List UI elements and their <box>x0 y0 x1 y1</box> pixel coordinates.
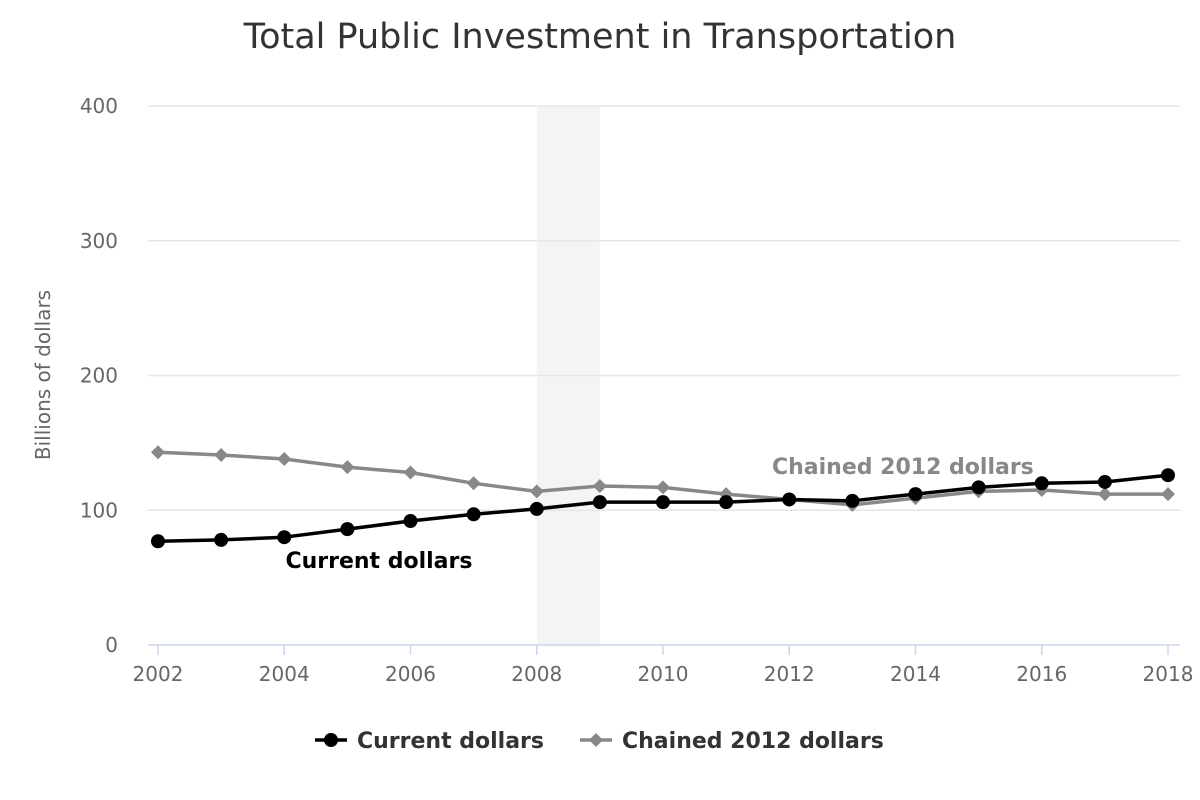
y-tick-label: 200 <box>80 364 118 388</box>
legend-label-chained-2012-dollars: Chained 2012 dollars <box>622 729 884 754</box>
y-axis-title: Billions of dollars <box>31 290 55 460</box>
x-tick-label: 2014 <box>890 662 941 686</box>
data-point-current-dollars[interactable] <box>656 495 670 510</box>
x-tick-label: 2018 <box>1143 662 1194 686</box>
x-tick-label: 2016 <box>1016 662 1067 686</box>
series-annotation-current-dollars: Current dollars <box>285 549 472 574</box>
data-point-chained-2012-dollars[interactable] <box>151 445 165 460</box>
data-point-chained-2012-dollars[interactable] <box>592 478 607 493</box>
data-point-current-dollars[interactable] <box>592 495 607 510</box>
data-point-current-dollars[interactable] <box>1034 476 1049 491</box>
data-point-chained-2012-dollars[interactable] <box>466 476 481 491</box>
legend[interactable]: Current dollars Chained 2012 dollars <box>315 729 884 754</box>
data-point-chained-2012-dollars[interactable] <box>656 480 670 495</box>
y-tick-label: 100 <box>80 498 118 522</box>
y-tick-label: 400 <box>80 94 118 118</box>
plot-area: 0 100 200 300 400 2002 2004 2006 2008 2010 2012 201… <box>80 94 1194 686</box>
series-annotation-chained-2012-dollars: Chained 2012 dollars <box>772 455 1034 480</box>
chart-title: Total Public Investment in Transportatio… <box>243 17 957 57</box>
data-point-chained-2012-dollars[interactable] <box>340 460 355 475</box>
data-point-current-dollars[interactable] <box>782 492 797 507</box>
data-point-chained-2012-dollars[interactable] <box>1097 487 1112 502</box>
legend-marker-chained-2012-dollars <box>589 733 603 747</box>
x-tick-label: 2004 <box>259 662 310 686</box>
legend-item-chained-2012-dollars[interactable]: Chained 2012 dollars <box>580 729 884 754</box>
data-point-chained-2012-dollars[interactable] <box>403 465 418 480</box>
x-tick-label: 2006 <box>385 662 436 686</box>
x-tick-label: 2002 <box>133 662 184 686</box>
data-point-current-dollars[interactable] <box>845 493 860 508</box>
legend-item-current-dollars[interactable]: Current dollars <box>315 729 544 754</box>
x-tick-label: 2008 <box>511 662 562 686</box>
data-point-current-dollars[interactable] <box>403 514 418 529</box>
x-tick-label: 2012 <box>764 662 815 686</box>
data-point-current-dollars[interactable] <box>529 501 544 516</box>
legend-label-current-dollars: Current dollars <box>357 729 544 754</box>
legend-marker-current-dollars <box>324 733 338 747</box>
data-point-current-dollars[interactable] <box>151 534 165 549</box>
data-point-current-dollars[interactable] <box>1161 468 1175 483</box>
y-tick-label: 0 <box>105 633 118 657</box>
data-point-current-dollars[interactable] <box>214 532 229 547</box>
data-point-current-dollars[interactable] <box>908 487 923 502</box>
data-point-current-dollars[interactable] <box>971 480 986 495</box>
data-point-chained-2012-dollars[interactable] <box>214 448 229 463</box>
data-point-chained-2012-dollars[interactable] <box>1161 487 1175 502</box>
data-point-current-dollars[interactable] <box>1097 474 1112 489</box>
data-point-current-dollars[interactable] <box>719 495 734 510</box>
data-point-current-dollars[interactable] <box>340 522 355 537</box>
data-point-current-dollars[interactable] <box>277 530 292 545</box>
data-point-chained-2012-dollars[interactable] <box>277 452 292 467</box>
data-point-chained-2012-dollars[interactable] <box>529 484 544 499</box>
x-tick-label: 2010 <box>638 662 689 686</box>
y-tick-label: 300 <box>80 229 118 253</box>
data-point-current-dollars[interactable] <box>466 507 481 522</box>
